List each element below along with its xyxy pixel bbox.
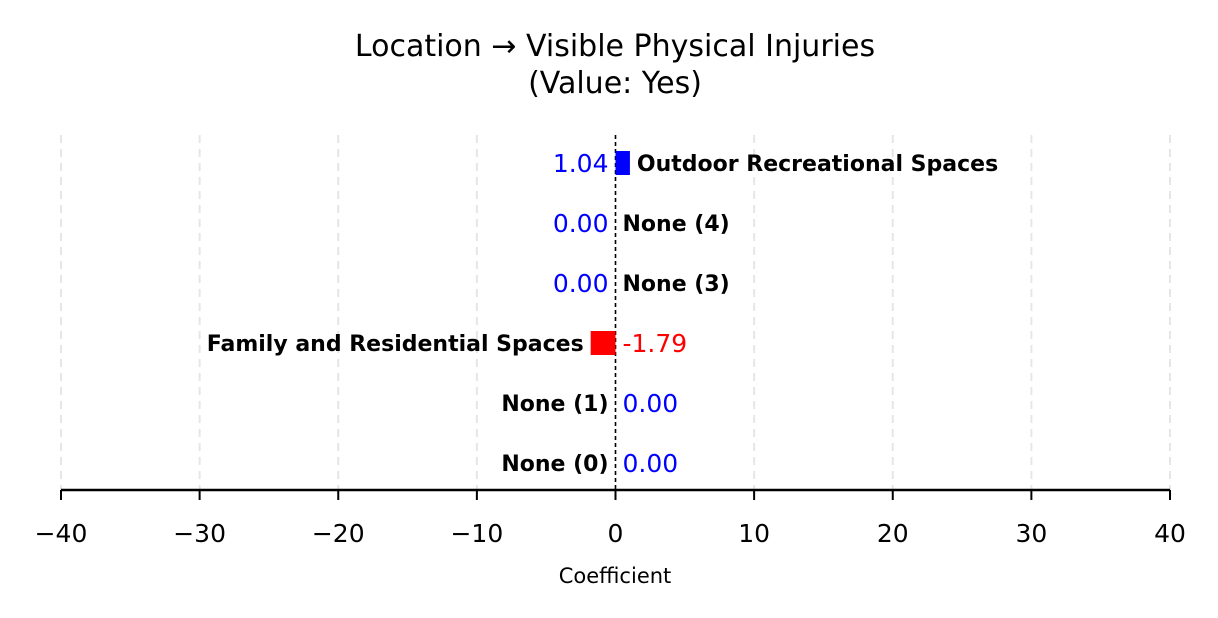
chart-title-line2: (Value: Yes) [528, 66, 702, 101]
x-axis-label: Coefficient [559, 564, 672, 588]
x-tick-label: 0 [608, 519, 624, 548]
labels-group: 1.04 Outdoor Recreational Spaces 0.00 None … [207, 149, 998, 478]
value-label: 0.00 [623, 449, 679, 478]
chart-title-line1: Location → Visible Physical Injuries [355, 29, 875, 64]
x-tick-label: −40 [35, 519, 88, 548]
x-tick-label: 30 [1015, 519, 1047, 548]
x-tick-label: −10 [450, 519, 503, 548]
category-label: None (3) [623, 272, 730, 297]
value-label: 1.04 [553, 149, 609, 178]
x-tick-label: 10 [738, 519, 770, 548]
bars-group [590, 151, 630, 355]
category-label: None (1) [501, 392, 608, 417]
x-tick-label: −20 [312, 519, 365, 548]
category-label: None (0) [501, 452, 608, 477]
x-tick-label: −30 [173, 519, 226, 548]
grid-lines [60, 135, 1171, 490]
x-tick-label: 20 [877, 519, 909, 548]
value-label: 0.00 [623, 389, 679, 418]
value-label: 0.00 [553, 209, 609, 238]
category-label: Family and Residential Spaces [207, 332, 584, 357]
x-axis: −40 −30 −20 −10 0 10 20 30 40 [35, 488, 1186, 548]
x-tick-label: 40 [1154, 519, 1186, 548]
value-label: 0.00 [553, 269, 609, 298]
bar [590, 331, 616, 355]
category-label: None (4) [623, 212, 730, 237]
category-label: Outdoor Recreational Spaces [637, 152, 998, 177]
value-label: -1.79 [623, 329, 688, 358]
bar [615, 151, 630, 175]
